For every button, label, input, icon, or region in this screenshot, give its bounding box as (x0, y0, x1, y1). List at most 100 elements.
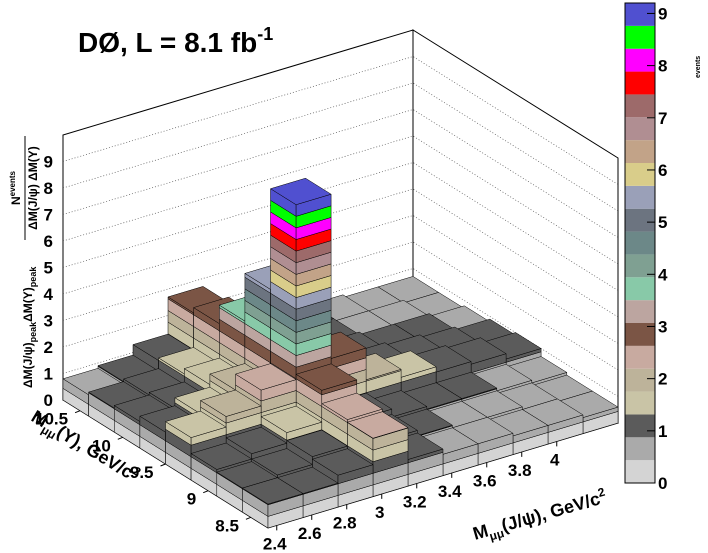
colorbar-band (625, 94, 655, 118)
colorbar-tick-label: 3 (658, 317, 667, 336)
bar-top (311, 448, 374, 476)
x-tick-label: 3.2 (403, 492, 427, 511)
colorbar-tick-label: 6 (658, 161, 667, 180)
y-tick-label: 9.5 (130, 463, 154, 482)
z-tick-label: 0 (44, 391, 53, 410)
x-tick-label: 3.4 (438, 482, 462, 501)
label-part: ΔM(J/ψ) (21, 342, 35, 388)
colorbar-band (625, 48, 655, 72)
bar (241, 477, 304, 529)
chart-title: DØ, L = 8.1 fb-1 (78, 24, 273, 58)
label-part: 2 (596, 485, 607, 500)
y-tick-label: 10 (92, 436, 111, 455)
z-tick-label: 5 (44, 259, 53, 278)
colorbar-band (625, 460, 655, 483)
z-tick-label: 9 (44, 153, 53, 172)
bar-top (260, 405, 323, 433)
bar-top (190, 442, 253, 470)
x-axis-title: Mμμ(J/ψ), GeV/c2 (470, 485, 610, 548)
bar-top (199, 389, 262, 417)
colorbar-band (625, 3, 655, 26)
bar-top (295, 363, 358, 391)
bar-top (321, 392, 384, 420)
z-tick-label: 1 (44, 365, 53, 384)
colorbar-band (625, 163, 655, 186)
colorbar-band (625, 71, 655, 95)
z-title-numerator: Nevents (8, 170, 23, 205)
colorbar-band (625, 437, 655, 461)
colorbar-tick-label: 9 (658, 4, 667, 23)
y-tick (117, 436, 123, 440)
y-tick-label: 9 (187, 490, 196, 509)
grid-line (62, 135, 619, 265)
z-title-prefix: ΔM(J/ψ)peakΔM(Υ)peak (21, 266, 38, 388)
title-main: DØ, L = 8.1 fb (78, 27, 257, 58)
z-tick-label: 2 (44, 338, 53, 357)
x-tick-label: 2.6 (298, 524, 322, 543)
y-tick (74, 410, 81, 414)
grid-line (62, 109, 619, 238)
z-tick-label: 3 (44, 312, 53, 331)
bar-top (234, 363, 297, 391)
bar-top (269, 177, 332, 205)
colorbar-frame (624, 2, 656, 484)
colorbar-band (625, 414, 655, 438)
x-tick-label: 2.8 (333, 513, 357, 532)
colorbar-band (625, 323, 655, 346)
x-tick-label: 3.6 (473, 471, 497, 490)
colorbar-band (625, 345, 655, 369)
bar-top (225, 426, 288, 454)
colorbar-band (625, 231, 655, 255)
z-tick-label: 6 (44, 232, 53, 251)
z-tick-label: 4 (44, 285, 54, 304)
bar-top (164, 410, 227, 438)
x-tick-label: 3 (375, 503, 384, 522)
colorbar-tick-label: 5 (658, 213, 667, 232)
label-part: peak (28, 266, 38, 288)
colorbar-tick-label: 8 (658, 57, 667, 76)
y-tick (203, 490, 209, 494)
x-tick-label: 2.4 (263, 534, 287, 553)
colorbar-band (625, 391, 655, 415)
y-tick (160, 463, 166, 467)
label-part: μμ (39, 423, 59, 443)
colorbar-band (625, 117, 655, 141)
colorbar-band (625, 254, 655, 278)
label-part: peak (28, 321, 38, 343)
colorbar-band (625, 185, 655, 209)
z-title-denominator: ΔM(J/ψ) ΔM(Υ) (26, 146, 40, 230)
y-tick (245, 516, 252, 520)
colorbar-tick-label: 0 (658, 474, 667, 493)
z-tick-label: 8 (44, 179, 53, 198)
label-part: M (471, 520, 491, 543)
label-part: (J/ψ), GeV/c (499, 488, 602, 535)
label-part: μμ (488, 526, 506, 544)
grid-line (62, 82, 619, 212)
x-tick-label: 3.8 (508, 461, 532, 480)
grid-line (62, 162, 619, 291)
colorbar-tick-label: 1 (658, 422, 667, 441)
colorbar-band (625, 368, 655, 392)
bar-top (346, 411, 409, 439)
label-part: N (9, 196, 23, 205)
bar-top (241, 477, 304, 505)
colorbar-band (625, 300, 655, 323)
z-tick-label: 7 (44, 206, 53, 225)
colorbar-tick-label: 7 (658, 109, 667, 128)
colorbar-band (625, 277, 655, 301)
grid-line (62, 56, 619, 185)
y-tick-label: 10.5 (35, 410, 68, 429)
y-tick-label: 8.5 (215, 516, 239, 535)
colorbar-title: events (695, 56, 702, 78)
x-tick-label: 4 (550, 450, 560, 469)
colorbar-band (625, 25, 655, 49)
colorbar-band (625, 140, 655, 163)
bar-top (251, 448, 314, 476)
colorbar-tick-label: 2 (658, 370, 667, 389)
colorbar-tick-label: 4 (658, 265, 668, 284)
title-sup: -1 (257, 24, 273, 44)
label-part: ΔM(Υ) (21, 287, 35, 322)
bar-top (286, 429, 349, 457)
